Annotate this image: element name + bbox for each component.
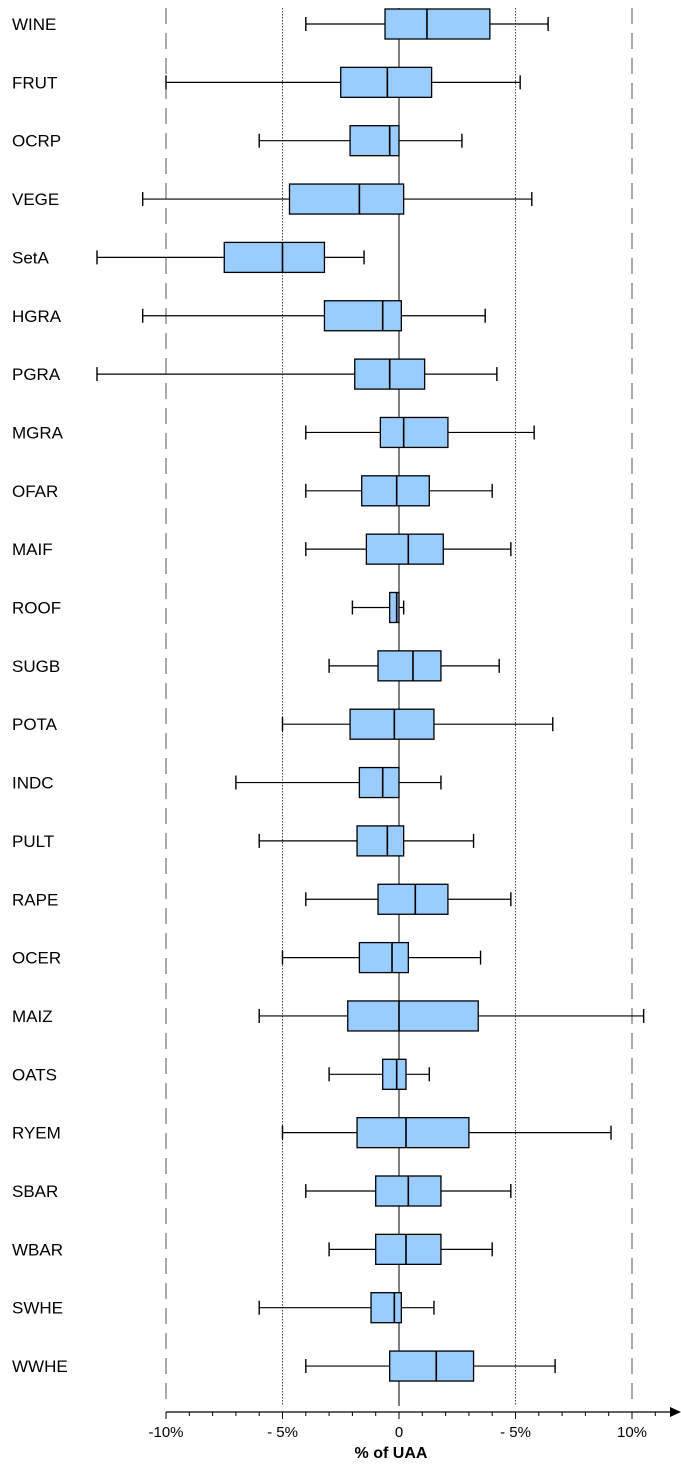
iqr-box <box>323 300 402 332</box>
iqr-box <box>356 825 405 857</box>
box-maif <box>305 533 512 565</box>
category-label: POTA <box>12 715 58 734</box>
box-ofar <box>305 475 493 507</box>
category-label: WINE <box>12 15 56 34</box>
category-label: OATS <box>12 1065 57 1084</box>
box-rape <box>305 883 512 915</box>
iqr-box <box>349 708 435 740</box>
x-tick-label: - 5% <box>267 1424 298 1441</box>
iqr-box <box>370 1292 402 1324</box>
box-seta <box>96 241 365 274</box>
category-label: SUGB <box>12 657 60 676</box>
reference-lines <box>165 8 633 1406</box>
box-sugb <box>328 650 500 682</box>
category-label: PGRA <box>12 365 61 384</box>
category-label: SBAR <box>12 1182 58 1201</box>
box-frut <box>165 66 521 98</box>
category-label: SWHE <box>12 1299 63 1318</box>
box-ocrp <box>258 125 463 157</box>
box-sbar <box>305 1175 512 1207</box>
iqr-box <box>377 650 442 682</box>
box-mgra <box>305 416 535 449</box>
iqr-box <box>377 883 449 915</box>
category-label: WWHE <box>12 1357 68 1376</box>
x-tick-label: 0 <box>395 1424 403 1441</box>
category-labels: WINE FRUT OCRP VEGE SetA HGRA PGRA MGRA OFAR MAIF… <box>12 15 68 1376</box>
iqr-box <box>358 941 409 974</box>
iqr-box <box>375 1233 442 1265</box>
iqr-box <box>379 416 449 449</box>
iqr-box <box>340 66 433 98</box>
iqr-box <box>361 475 430 507</box>
category-label: RAPE <box>12 890 58 909</box>
iqr-box <box>384 8 491 40</box>
category-label: SetA <box>12 248 50 267</box>
iqr-box <box>356 1117 470 1149</box>
x-tick-label: 10% <box>617 1424 647 1441</box>
box-wwhe <box>305 1350 556 1382</box>
category-label: ROOF <box>12 599 61 618</box>
category-label: RYEM <box>12 1124 61 1143</box>
iqr-box <box>347 1000 479 1032</box>
box-pota <box>281 708 554 740</box>
category-label: OCRP <box>12 132 61 151</box>
category-label: PULT <box>12 832 54 851</box>
iqr-box <box>382 1058 407 1090</box>
iqr-box <box>349 125 400 157</box>
x-tick-label: - 5% <box>500 1424 531 1441</box>
category-label: MAIZ <box>12 1007 53 1026</box>
category-label: FRUT <box>12 73 57 92</box>
box-pgra <box>96 358 498 390</box>
category-label: INDC <box>12 774 54 793</box>
category-label: VEGE <box>12 190 59 209</box>
box-roof <box>351 591 405 624</box>
box-wine <box>305 8 549 40</box>
category-label: WBAR <box>12 1240 63 1259</box>
box-indc <box>235 766 442 799</box>
box-pult <box>258 825 475 857</box>
iqr-box <box>288 183 405 215</box>
x-axis-minor-ticks <box>165 1412 656 1419</box>
box-ocer <box>281 941 482 974</box>
box-oats <box>328 1058 430 1090</box>
iqr-box <box>389 591 400 624</box>
box-wbar <box>328 1233 493 1265</box>
category-label: MAIF <box>12 540 53 559</box>
box-series <box>96 8 645 1382</box>
category-label: OCER <box>12 949 61 968</box>
x-axis-arrow <box>670 1407 681 1417</box>
box-swhe <box>258 1292 435 1324</box>
x-axis: -10% - 5% 0 - 5% 10% % of UAA <box>148 1407 681 1462</box>
iqr-box <box>365 533 444 565</box>
category-label: MGRA <box>12 423 64 442</box>
box-vege <box>141 183 533 215</box>
iqr-box <box>358 766 400 799</box>
category-label: OFAR <box>12 482 58 501</box>
iqr-box <box>389 1350 475 1382</box>
x-axis-title: % of UAA <box>355 1445 428 1462</box>
iqr-box <box>223 241 326 274</box>
box-maiz <box>258 1000 645 1032</box>
box-hgra <box>141 300 486 332</box>
category-label: HGRA <box>12 307 62 326</box>
box-ryem <box>281 1117 612 1149</box>
x-tick-label: -10% <box>148 1424 183 1441</box>
x-axis-tick-labels: -10% - 5% 0 - 5% 10% <box>148 1424 647 1441</box>
